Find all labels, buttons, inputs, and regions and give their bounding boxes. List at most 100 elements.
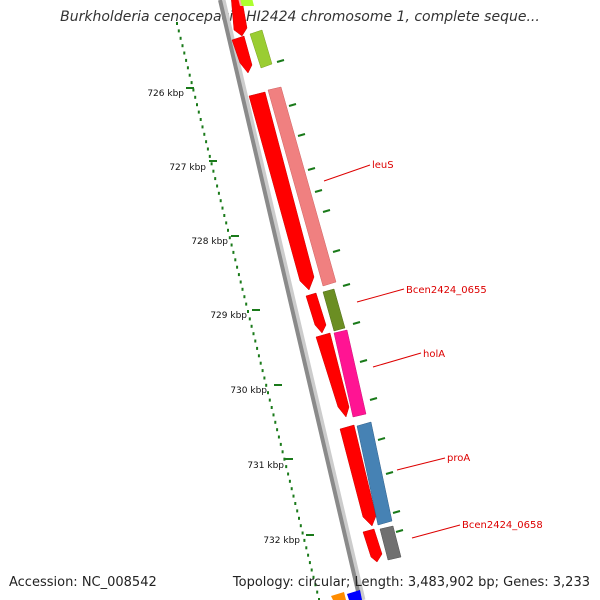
- scale-dot: [177, 29, 180, 33]
- scale-dot: [281, 450, 284, 454]
- scale-dot: [216, 184, 219, 188]
- scale-dot: [214, 177, 217, 181]
- scale-dot: [230, 243, 233, 247]
- scale-dot: [261, 369, 264, 373]
- scale-dot: [296, 509, 299, 513]
- scale-dot: [228, 236, 231, 240]
- scale-dot: [274, 420, 277, 424]
- scale-dot: [183, 51, 186, 55]
- gene-bar-small-top[interactable]: [240, 0, 254, 6]
- scale-dot: [259, 361, 262, 365]
- scale-dot: [239, 280, 242, 284]
- scale-dot: [241, 287, 244, 291]
- gene-arrow-reverse[interactable]: [339, 424, 377, 527]
- gene-label-proA[interactable]: proA: [447, 453, 470, 464]
- gene-arrow-reverse[interactable]: [231, 0, 248, 37]
- gene-bar-lime[interactable]: [249, 29, 273, 69]
- scale-dot: [290, 487, 293, 491]
- gene-arrow-reverse[interactable]: [248, 91, 315, 291]
- scale-dot: [250, 324, 253, 328]
- scale-dot: [206, 147, 209, 151]
- scale-dot: [208, 154, 211, 158]
- scale-dot: [176, 22, 178, 25]
- scale-dot: [237, 273, 240, 277]
- scale-tick-label: 726 kbp: [147, 89, 184, 99]
- gene-proA[interactable]: [356, 421, 393, 526]
- gene-arrow-reverse[interactable]: [305, 292, 327, 334]
- scale-dot: [272, 413, 275, 417]
- forward-strand-genes: [238, 0, 402, 600]
- scale-dot: [288, 479, 291, 483]
- scale-dot: [252, 332, 255, 336]
- scale-dot: [298, 516, 300, 520]
- scale-dot: [299, 524, 302, 528]
- scale-tick-labels: 726 kbp 727 kbp 728 kbp 729 kbp 730 kbp …: [147, 89, 300, 546]
- outer-tick-marks: [276, 59, 404, 533]
- gene-label-bcen2424-0655[interactable]: Bcen2424_0655: [406, 285, 487, 296]
- scale-dot: [201, 125, 204, 129]
- scale-dot: [243, 295, 246, 299]
- gene-bar-bottom[interactable]: [347, 590, 362, 600]
- scale-tick-label: 732 kbp: [263, 536, 300, 546]
- gene-bar-bottom[interactable]: [331, 592, 346, 600]
- gene-label-bcen2424-0658[interactable]: Bcen2424_0658: [462, 520, 543, 531]
- gene-holA[interactable]: [333, 329, 367, 418]
- gene-leuS[interactable]: [267, 86, 337, 287]
- map-title: Burkholderia cenocepacia HI2424 chromoso…: [60, 9, 540, 25]
- gene-label-holA[interactable]: holA: [423, 349, 445, 360]
- scale-dot: [217, 191, 220, 195]
- gene-bcen2424-0655[interactable]: [322, 288, 346, 332]
- gene-arrow-reverse[interactable]: [315, 332, 350, 418]
- scale-dot: [232, 250, 235, 254]
- scale-dot: [247, 310, 249, 313]
- scale-dot: [199, 118, 202, 121]
- scale-dot: [227, 228, 229, 232]
- scale-dot: [205, 140, 208, 144]
- accession-label: Accession: NC_008542: [9, 575, 157, 590]
- scale-dot: [212, 169, 215, 173]
- scale-tick-label: 727 kbp: [169, 163, 206, 173]
- scale-dot: [303, 538, 306, 542]
- scale-dot: [292, 494, 295, 498]
- scale-dot: [190, 81, 193, 85]
- gene-bcen2424-0658[interactable]: [379, 525, 402, 561]
- scale-dot: [188, 73, 191, 77]
- gene-arrow-reverse[interactable]: [231, 35, 253, 74]
- scale-dot: [276, 428, 279, 432]
- scale-minor-ticks: [176, 22, 320, 600]
- scale-dot: [318, 598, 320, 600]
- scale-dot: [257, 354, 260, 358]
- scale-dot: [287, 472, 290, 476]
- scale-dot: [210, 162, 213, 166]
- scale-dot: [314, 583, 317, 587]
- scale-dot: [192, 88, 195, 92]
- scale-dot: [285, 465, 288, 469]
- scale-dot: [185, 58, 188, 62]
- scale-dot: [294, 502, 297, 505]
- scale-dot: [179, 36, 182, 40]
- scale-dot: [268, 398, 271, 402]
- scale-dot: [270, 406, 273, 409]
- reverse-strand-genes: [231, 0, 383, 563]
- scale-dot: [279, 442, 282, 446]
- gene-label-leuS[interactable]: leuS: [372, 160, 394, 171]
- scale-dot: [223, 214, 226, 217]
- genome-stats: Topology: circular; Length: 3,483,902 bp…: [232, 575, 590, 590]
- scale-tick-label: 728 kbp: [191, 237, 228, 247]
- chromosome-backbone: [218, 0, 366, 600]
- scale-dot: [225, 221, 228, 225]
- scale-dot: [301, 531, 304, 535]
- label-leader-lines: [323, 164, 461, 539]
- scale-dot: [221, 206, 224, 210]
- scale-dot: [256, 346, 259, 350]
- scale-dot: [245, 302, 248, 306]
- scale-tick-label: 730 kbp: [230, 386, 267, 396]
- scale-tick-label: 731 kbp: [247, 461, 284, 471]
- scale-dot: [267, 391, 269, 395]
- gene-arrow-reverse[interactable]: [362, 528, 383, 563]
- scale-dot: [196, 103, 198, 107]
- scale-dot: [181, 44, 184, 48]
- scale-major-ticks: [186, 87, 314, 536]
- scale-dot: [305, 546, 308, 550]
